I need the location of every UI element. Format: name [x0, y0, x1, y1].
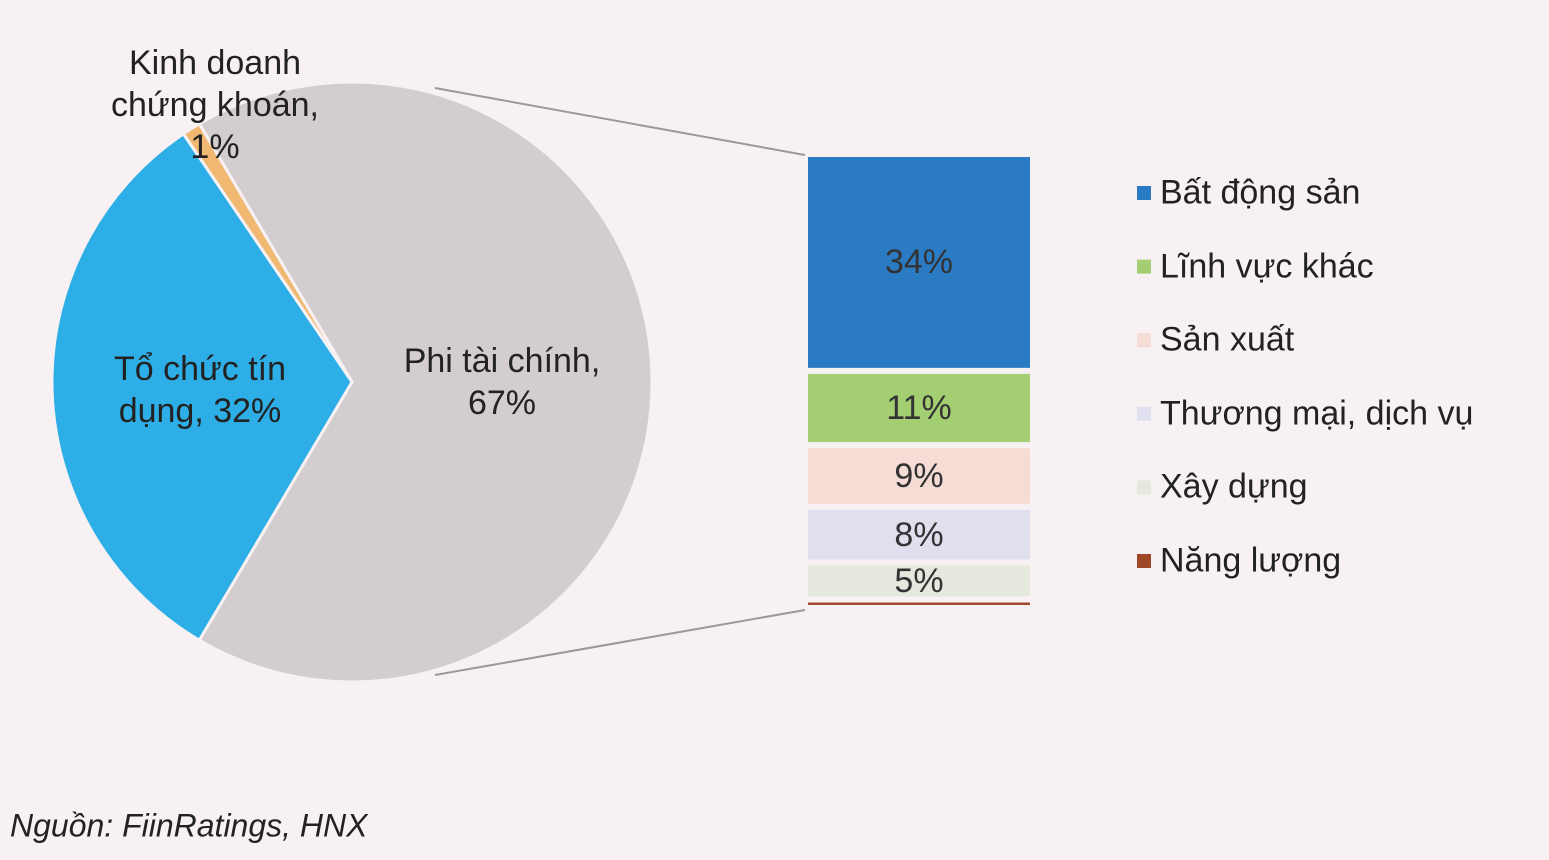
- bar-segment: [808, 565, 1030, 597]
- legend-swatch: [1137, 333, 1151, 348]
- bar-segment: [808, 509, 1030, 560]
- bar-segment: [808, 602, 1030, 605]
- legend-swatch: [1137, 186, 1151, 200]
- data-label: Phi tài chính, 67%: [403, 342, 601, 422]
- legend-label: Bất động sản: [1160, 173, 1361, 212]
- pie-slice: [197, 80, 654, 684]
- legend-label: Năng lượng: [1160, 541, 1342, 580]
- data-label: 34%: [884, 243, 954, 282]
- source-note: Nguồn: FiinRatings, HNX: [10, 807, 368, 844]
- data-label: Kinh doanh chứng khoán, 1%: [110, 44, 320, 166]
- connector-line: [434, 609, 806, 676]
- data-label: Tổ chức tín dụng, 32%: [113, 350, 287, 430]
- bar-segment: [808, 373, 1030, 443]
- legend-swatch: [1137, 406, 1151, 421]
- legend-label: Thương mại, dịch vụ: [1160, 394, 1474, 433]
- data-label: 9%: [894, 456, 944, 495]
- legend-swatch: [1137, 480, 1151, 495]
- legend-label: Lĩnh vực khác: [1160, 247, 1374, 286]
- legend-label: Sản xuất: [1160, 320, 1295, 359]
- legend-swatch: [1137, 554, 1151, 568]
- bar-segment: [808, 448, 1030, 504]
- data-label: 5%: [894, 562, 944, 600]
- bar-segment: [808, 157, 1030, 368]
- legend-label: Xây dựng: [1160, 467, 1308, 506]
- pie-slice: [50, 131, 354, 643]
- connector-line: [434, 87, 806, 156]
- data-label: 8%: [894, 515, 944, 554]
- data-label: 11%: [886, 388, 952, 427]
- legend-swatch: [1137, 259, 1151, 274]
